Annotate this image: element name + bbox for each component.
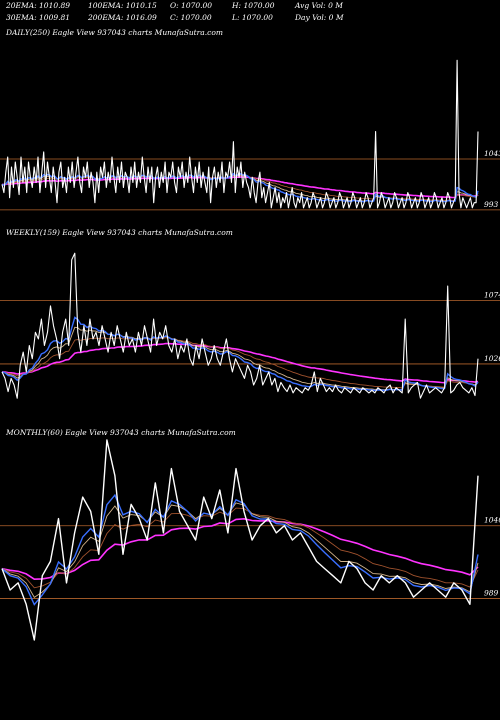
header-high: H: 1070.00 bbox=[232, 1, 275, 10]
monthly-ema-mid-line bbox=[1, 507, 479, 589]
header-200ema: 200EMA: 1016.09 bbox=[88, 13, 157, 22]
weekly-ema-mid-line bbox=[1, 337, 479, 389]
header-day-vol: Day Vol: 0 M bbox=[295, 13, 344, 22]
header-close: C: 1070.00 bbox=[170, 13, 212, 22]
daily-ema-mid-line bbox=[1, 175, 479, 201]
monthly-level-label-0: 1040 bbox=[484, 516, 500, 525]
weekly-chart-label: WEEKLY(159) Eagle View 937043 charts Mun… bbox=[6, 228, 233, 237]
header-avg-vol: Avg Vol: 0 M bbox=[295, 1, 343, 10]
weekly-level-label-1: 1026 bbox=[484, 354, 500, 363]
header-30ema: 30EMA: 1009.81 bbox=[6, 13, 71, 22]
header-100ema: 100EMA: 1010.15 bbox=[88, 1, 157, 10]
weekly-ema-slow-line bbox=[1, 342, 479, 384]
monthly-ema-slow-line bbox=[1, 517, 479, 581]
monthly-ema-mid2-line bbox=[1, 502, 479, 599]
monthly-price-line bbox=[1, 439, 479, 641]
daily-chart-label: DAILY(250) Eagle View 937043 charts Muna… bbox=[6, 28, 223, 37]
monthly-chart-label: MONTHLY(60) Eagle View 937043 charts Mun… bbox=[6, 428, 236, 437]
weekly-level-label-0: 1074 bbox=[484, 291, 500, 300]
daily-price-line bbox=[1, 59, 479, 209]
header-open: O: 1070.00 bbox=[170, 1, 213, 10]
monthly-ema-fast-line bbox=[1, 493, 479, 606]
header-low: L: 1070.00 bbox=[232, 13, 273, 22]
daily-level-label-0: 1043 bbox=[484, 149, 500, 158]
daily-ema-slow-line bbox=[1, 176, 479, 199]
daily-level-label-1: 993 bbox=[484, 200, 499, 209]
header-20ema: 20EMA: 1010.89 bbox=[6, 1, 71, 10]
monthly-level-label-1: 989 bbox=[484, 589, 499, 598]
weekly-price-line bbox=[1, 252, 479, 399]
